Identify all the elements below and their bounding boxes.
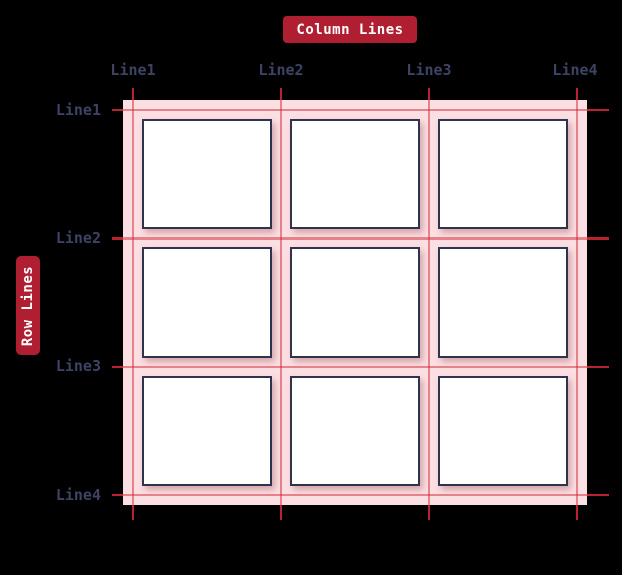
column-line-label-2: Line2 <box>258 61 304 79</box>
grid-cell <box>290 247 420 358</box>
grid-container <box>123 100 587 505</box>
column-line-label-4: Line4 <box>552 61 598 79</box>
column-line-3 <box>427 88 431 520</box>
grid-cell <box>438 375 568 486</box>
grid-cell <box>290 119 420 230</box>
row-lines-badge: Row Lines <box>16 256 40 355</box>
row-line-label-2: Line2 <box>55 229 101 247</box>
row-line-label-4: Line4 <box>55 486 101 504</box>
row-line-label-3: Line3 <box>55 357 101 375</box>
grid-cell <box>438 247 568 358</box>
grid-cell <box>142 375 272 486</box>
column-lines-badge: Column Lines <box>283 16 417 43</box>
row-line-1 <box>112 108 609 112</box>
grid-cell <box>290 375 420 486</box>
grid-cell <box>438 119 568 230</box>
grid-cell <box>142 247 272 358</box>
row-line-2 <box>112 237 609 240</box>
column-line-1 <box>131 88 135 520</box>
row-lines-badge-label: Row Lines <box>20 265 37 346</box>
column-lines-badge-label: Column Lines <box>296 21 404 38</box>
column-line-label-3: Line3 <box>406 61 452 79</box>
row-line-3 <box>112 365 609 368</box>
grid-cell <box>142 119 272 230</box>
row-line-4 <box>112 493 609 497</box>
column-line-4 <box>575 88 579 520</box>
column-line-label-1: Line1 <box>110 61 156 79</box>
row-line-label-1: Line1 <box>55 101 101 119</box>
column-line-2 <box>279 88 283 520</box>
